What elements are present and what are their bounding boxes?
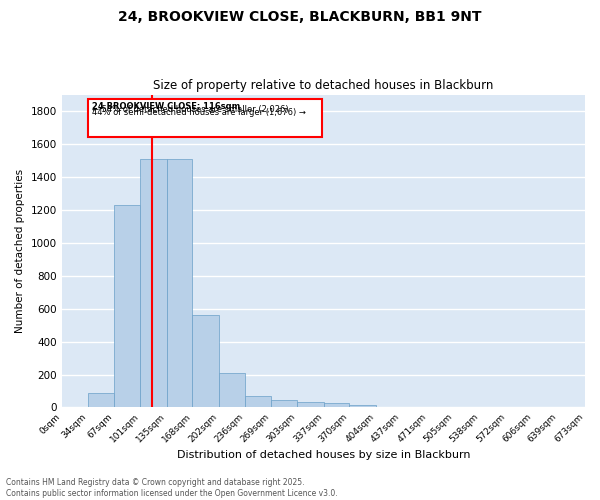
Bar — [140, 159, 167, 408]
Text: 44% of semi-detached houses are larger (1,676) →: 44% of semi-detached houses are larger (… — [92, 108, 306, 116]
Y-axis label: Number of detached properties: Number of detached properties — [15, 169, 25, 333]
Bar — [193, 316, 219, 408]
X-axis label: Distribution of detached houses by size in Blackburn: Distribution of detached houses by size … — [176, 450, 470, 460]
Bar — [349, 405, 376, 407]
Text: 24 BROOKVIEW CLOSE: 116sqm: 24 BROOKVIEW CLOSE: 116sqm — [92, 102, 240, 110]
Bar — [271, 400, 297, 407]
Text: 24, BROOKVIEW CLOSE, BLACKBURN, BB1 9NT: 24, BROOKVIEW CLOSE, BLACKBURN, BB1 9NT — [118, 10, 482, 24]
Bar — [324, 404, 349, 407]
Bar — [297, 402, 324, 407]
Title: Size of property relative to detached houses in Blackburn: Size of property relative to detached ho… — [153, 79, 494, 92]
Bar — [376, 406, 401, 408]
Bar — [114, 205, 140, 408]
Bar — [88, 392, 114, 407]
Bar — [88, 98, 322, 138]
Text: ← 54% of detached houses are smaller (2,026): ← 54% of detached houses are smaller (2,… — [92, 105, 289, 114]
Text: Contains HM Land Registry data © Crown copyright and database right 2025.
Contai: Contains HM Land Registry data © Crown c… — [6, 478, 338, 498]
Bar — [167, 159, 193, 408]
Bar — [219, 373, 245, 408]
Bar — [245, 396, 271, 407]
